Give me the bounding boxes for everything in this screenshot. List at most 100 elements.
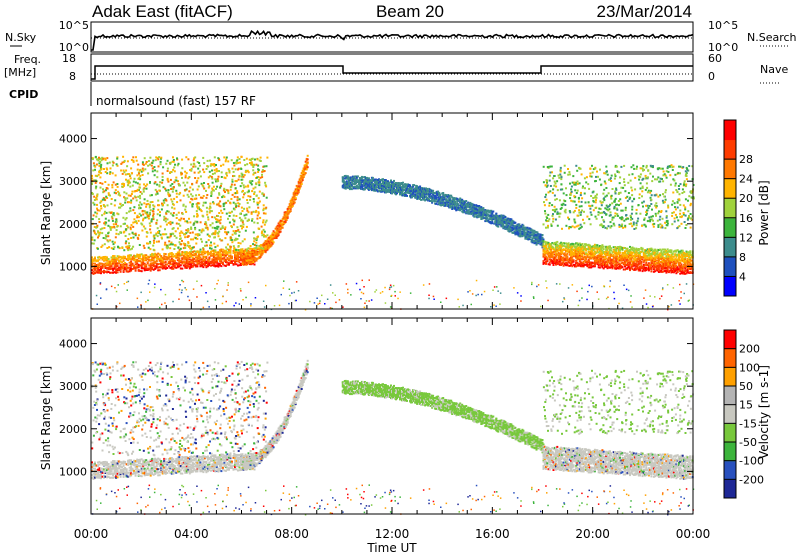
range-gate-cell: [529, 236, 532, 239]
range-gate-cell: [136, 168, 139, 171]
range-gate-cell: [229, 245, 232, 248]
range-gate-cell: [455, 204, 458, 207]
range-gate-cell: [590, 250, 593, 252]
range-gate-cell: [185, 188, 188, 191]
range-gate-cell: [142, 259, 145, 262]
range-gate-cell: [507, 219, 510, 222]
range-gate-cell: [226, 261, 229, 264]
range-gate-cell: [197, 167, 200, 170]
range-gate-cell: [495, 212, 498, 215]
range-gate-cell: [152, 210, 155, 213]
range-gate-cell: [237, 249, 239, 252]
range-gate-cell: [557, 247, 560, 250]
range-gate-cell: [225, 172, 228, 175]
range-gate-cell: [184, 189, 187, 192]
range-gate-cell: [149, 231, 152, 234]
range-gate-cell: [188, 258, 191, 261]
range-gate-cell: [229, 236, 232, 239]
range-gate-cell: [565, 259, 568, 262]
range-gate-cell: [257, 164, 260, 167]
range-gate-cell: [610, 247, 613, 250]
range-gate-cell: [225, 188, 228, 191]
range-gate-cell: [543, 240, 546, 243]
range-gate-cell: [390, 179, 392, 182]
range-gate-cell: [263, 241, 266, 244]
range-gate-cell: [231, 262, 233, 264]
range-gate-cell: [237, 178, 240, 181]
range-gate-cell: [609, 249, 611, 252]
range-gate-cell: [256, 236, 259, 239]
range-gate-cell: [363, 176, 366, 178]
range-gate-cell: [163, 243, 166, 246]
range-gate-cell: [147, 164, 150, 167]
range-gate-cell: [382, 186, 384, 189]
range-gate-cell: [157, 158, 160, 161]
range-gate-cell: [240, 172, 243, 175]
range-gate-cell: [548, 243, 551, 246]
range-gate-cell: [220, 257, 223, 260]
range-gate-cell: [509, 220, 512, 223]
range-gate-cell: [175, 256, 178, 259]
range-gate-cell: [143, 202, 146, 205]
range-gate-cell: [297, 189, 300, 192]
range-gate-cell: [275, 237, 278, 239]
range-gate-cell: [98, 266, 101, 269]
range-gate-cell: [118, 266, 121, 269]
range-gate-cell: [570, 248, 573, 251]
range-gate-cell: [184, 205, 187, 208]
range-gate-cell: [202, 215, 205, 218]
range-gate-cell: [221, 225, 224, 228]
range-gate-cell: [186, 221, 189, 224]
range-gate-cell: [172, 159, 175, 161]
range-gate-cell: [136, 265, 139, 268]
range-gate-cell: [92, 259, 95, 262]
range-gate-cell: [154, 188, 157, 191]
range-gate-cell: [98, 169, 101, 172]
range-gate-cell: [558, 258, 561, 261]
range-gate-cell: [170, 267, 173, 270]
range-gate-cell: [291, 199, 294, 202]
range-gate-cell: [113, 267, 116, 270]
range-gate-cell: [247, 260, 250, 263]
range-gate-cell: [92, 270, 95, 273]
range-gate-cell: [560, 262, 563, 265]
range-gate-cell: [543, 250, 546, 253]
range-gate-cell: [481, 217, 484, 220]
range-gate-cell: [583, 263, 586, 266]
range-gate-cell: [97, 268, 99, 271]
range-gate-cell: [217, 220, 220, 223]
range-gate-cell: [138, 207, 140, 210]
range-gate-cell: [166, 267, 169, 269]
range-gate-cell: [475, 206, 478, 209]
range-gate-cell: [103, 269, 105, 272]
range-gate-cell: [109, 227, 112, 229]
range-gate-cell: [527, 238, 530, 241]
range-gate-cell: [199, 258, 202, 261]
range-gate-cell: [575, 259, 578, 262]
range-gate-cell: [568, 253, 571, 256]
range-gate-cell: [555, 241, 557, 244]
range-gate-cell: [157, 240, 160, 243]
range-gate-cell: [200, 210, 203, 213]
range-gate-cell: [186, 193, 189, 196]
range-gate-cell: [237, 245, 240, 247]
range-gate-cell: [556, 248, 559, 251]
range-gate-cell: [577, 253, 580, 256]
range-gate-cell: [184, 258, 187, 261]
range-gate-cell: [210, 210, 213, 213]
range-gate-cell: [166, 177, 169, 180]
range-gate-cell: [234, 262, 236, 265]
range-gate-cell: [112, 243, 115, 246]
range-gate-cell: [146, 231, 149, 234]
range-gate-cell: [215, 164, 217, 166]
range-gate-cell: [123, 183, 125, 186]
range-gate-cell: [116, 257, 119, 260]
range-gate-cell: [209, 251, 212, 254]
range-gate-cell: [220, 255, 223, 258]
range-gate-cell: [616, 267, 619, 270]
range-gate-cell: [562, 253, 565, 256]
range-gate-cell: [225, 233, 228, 236]
range-gate-cell: [602, 250, 605, 253]
range-gate-cell: [601, 266, 604, 269]
cpid-text: normalsound (fast) 157 RF: [96, 94, 256, 108]
